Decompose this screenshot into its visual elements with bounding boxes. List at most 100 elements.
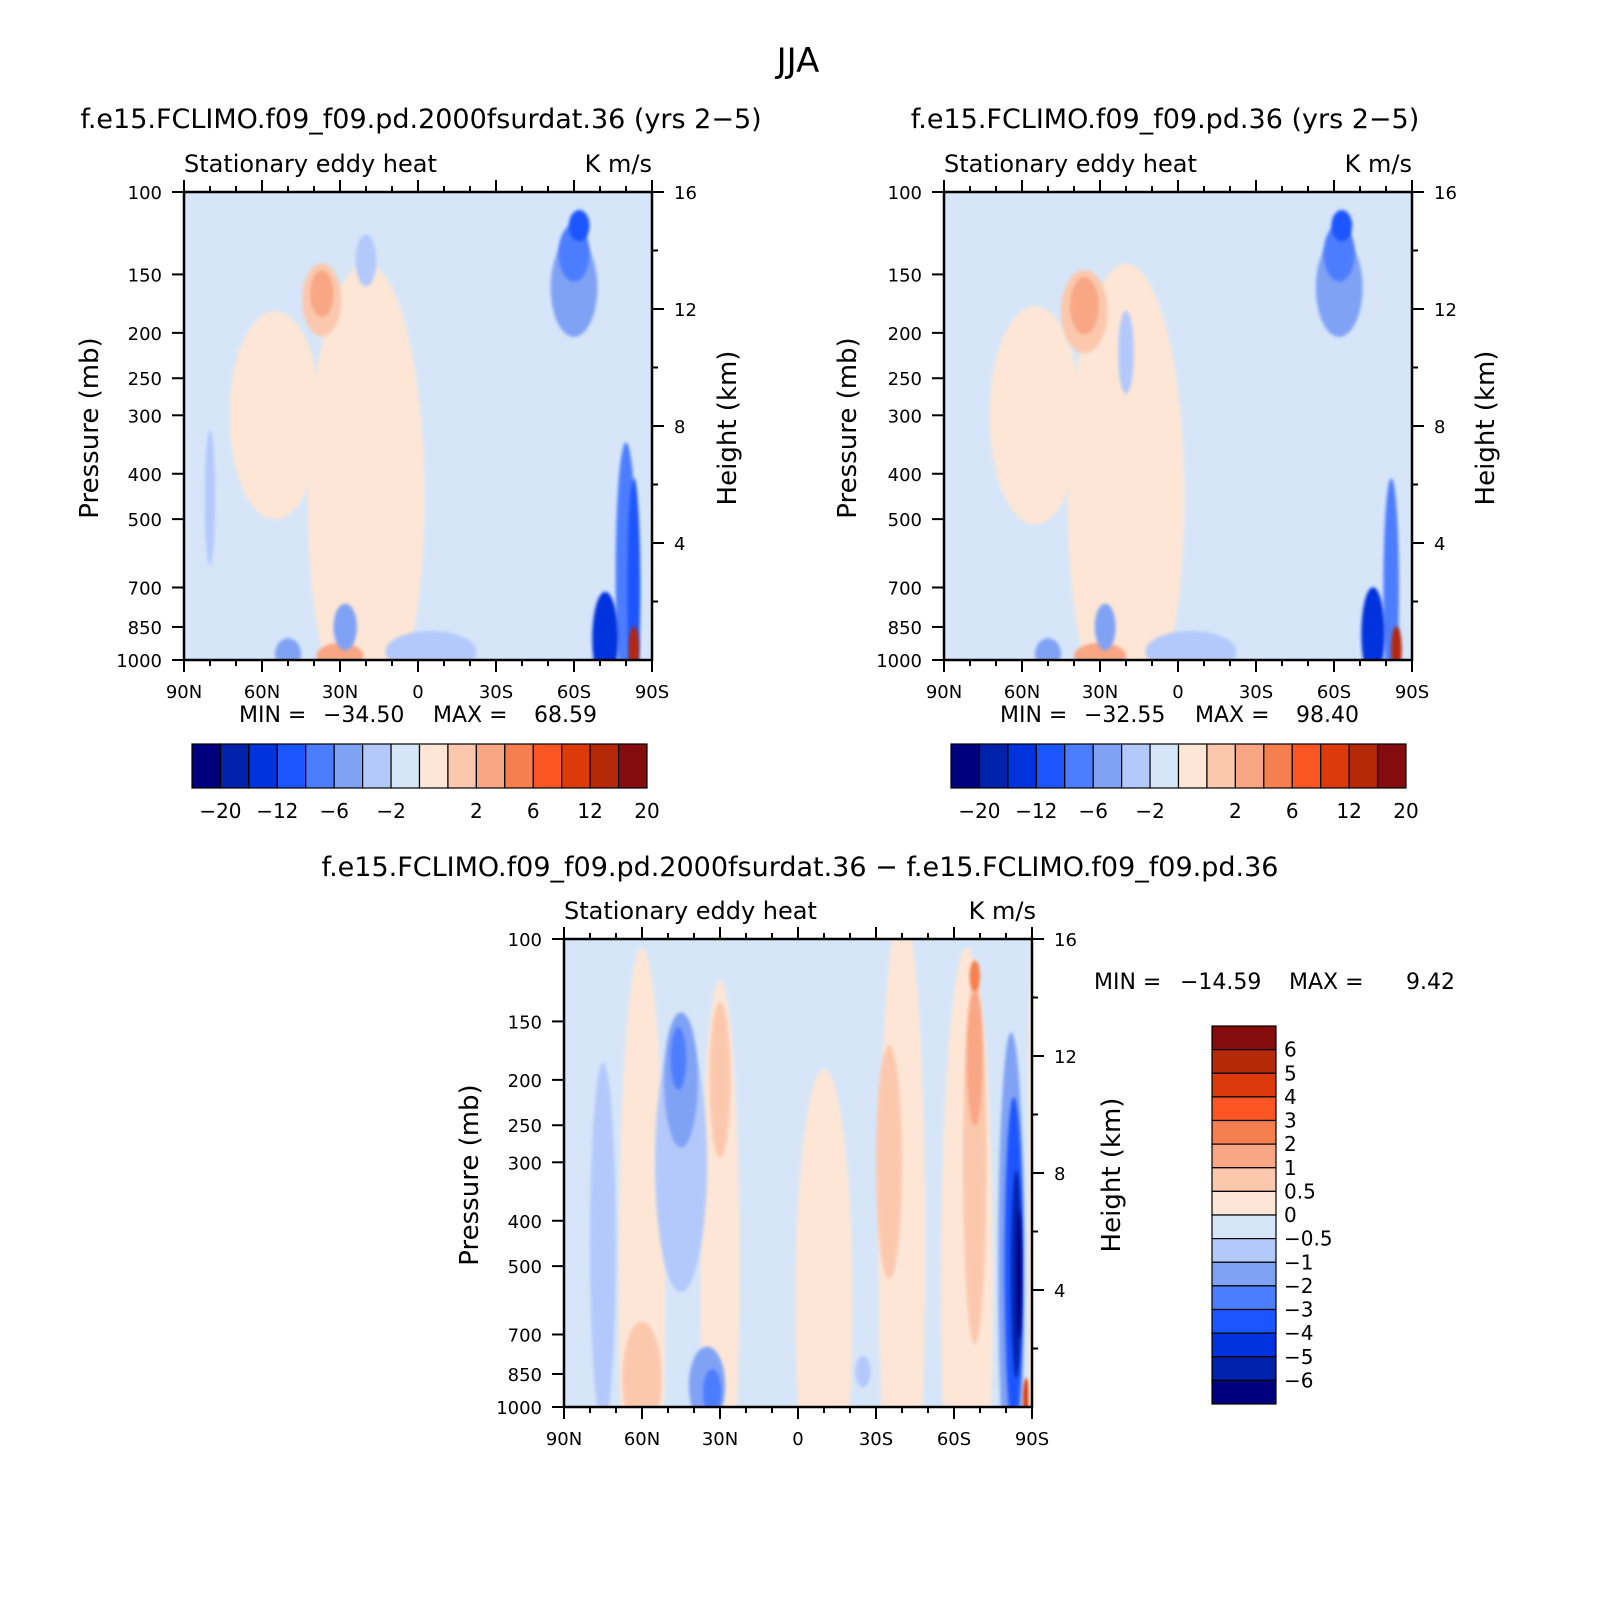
x-tick-label: 30S (1239, 682, 1273, 703)
contour-region (1361, 587, 1385, 660)
variable-label: Stationary eddy heat (564, 897, 817, 925)
y-axis-label: Pressure (mb) (455, 1084, 485, 1265)
y-tick-label: 500 (508, 1257, 542, 1278)
colorbar-label: −12 (256, 799, 298, 823)
y-tick-label: 300 (508, 1153, 542, 1174)
y-tick-label: 200 (128, 324, 162, 345)
colorbar-swatch (1206, 743, 1236, 789)
min-label: MIN = (1094, 970, 1161, 995)
y-tick-label: 700 (128, 579, 162, 600)
colorbar-swatch (1234, 743, 1265, 789)
contour-region (1331, 210, 1353, 242)
x-tick-label: 90N (166, 682, 202, 703)
colorbar-label: −12 (1015, 799, 1057, 823)
y2-axis-label: Height (km) (1471, 351, 1501, 506)
colorbar-swatch (1007, 743, 1037, 789)
contour-fills (590, 939, 1032, 1407)
y2-tick-label: 12 (674, 300, 697, 321)
y-tick-label: 400 (508, 1212, 542, 1233)
colorbar-swatch (1211, 1214, 1277, 1240)
colorbar-swatch (1177, 743, 1208, 789)
contour-region (204, 430, 216, 566)
colorbar-swatch (1376, 743, 1407, 789)
contour-region (316, 642, 364, 660)
colorbar-label: 0 (1284, 1203, 1297, 1227)
colorbar-label: −3 (1284, 1298, 1313, 1322)
colorbar-swatch (447, 743, 477, 789)
y-tick-label: 100 (888, 183, 922, 204)
colorbar-label: −6 (1284, 1368, 1313, 1392)
colorbar-swatch (475, 743, 506, 789)
y-tick-label: 200 (888, 324, 922, 345)
x-tick-label: 60S (1317, 682, 1351, 703)
colorbar-label: −6 (319, 799, 348, 823)
contour-region (1067, 263, 1185, 660)
max-value: 98.40 (1296, 703, 1359, 728)
colorbar-label: −2 (376, 799, 405, 823)
contour-region (184, 200, 256, 660)
y-tick-label: 150 (508, 1012, 542, 1033)
colorbar-label: −5 (1284, 1345, 1313, 1369)
contour-region (333, 603, 357, 651)
contour-region (1118, 310, 1134, 394)
colorbar-label: −20 (958, 799, 1000, 823)
colorbar-swatch (1211, 1025, 1277, 1051)
colorbar-swatch (418, 743, 449, 789)
y-tick-label: 850 (508, 1365, 542, 1386)
colorbar-swatch (1291, 743, 1322, 789)
figure-title: JJA (775, 41, 820, 81)
y-axis-label: Pressure (mb) (75, 337, 105, 518)
colorbar-label: 4 (1284, 1085, 1297, 1109)
colorbar-label: 20 (634, 799, 659, 823)
colorbar-swatch (191, 743, 222, 789)
panel-difference: f.e15.FCLIMO.f09_f09.pd.2000fsurdat.36 −… (322, 852, 1455, 1450)
colorbar-label: 6 (527, 799, 540, 823)
x-tick-label: 60N (624, 1429, 660, 1450)
colorbar-swatch (978, 743, 1009, 789)
min-label: MIN = (1000, 703, 1067, 728)
contour-region (307, 263, 425, 660)
variable-label: Stationary eddy heat (184, 150, 437, 178)
contour-region (989, 306, 1081, 525)
colorbar-swatch (1211, 1261, 1277, 1287)
y-tick-label: 850 (888, 618, 922, 639)
contour-region (568, 210, 590, 242)
y-tick-label: 150 (128, 265, 162, 286)
colorbar-label: 6 (1286, 799, 1299, 823)
x-tick-label: 30S (479, 682, 513, 703)
contour-region (628, 626, 639, 660)
y-tick-label: 1000 (876, 651, 922, 672)
colorbar-label: 0.5 (1284, 1179, 1316, 1203)
colorbar-swatch (1211, 1119, 1277, 1145)
contour-region (1035, 638, 1061, 660)
x-tick-label: 90N (926, 682, 962, 703)
contour-region (1074, 642, 1126, 660)
y2-tick-label: 16 (1054, 930, 1077, 951)
colorbar-swatch (390, 743, 421, 789)
y-axis-label: Pressure (mb) (833, 337, 863, 518)
y-tick-label: 400 (128, 465, 162, 486)
contour-region (229, 311, 321, 520)
colorbar-swatch (1211, 1096, 1277, 1122)
colorbar-swatch (1211, 1285, 1277, 1311)
colorbar-swatch (1211, 1167, 1277, 1192)
units-label: K m/s (1345, 150, 1412, 178)
y-tick-label: 700 (888, 579, 922, 600)
units-label: K m/s (969, 897, 1036, 925)
colorbar-swatch (1064, 743, 1094, 789)
y2-tick-label: 12 (1054, 1047, 1077, 1068)
colorbar-label: 2 (1229, 799, 1242, 823)
colorbar-swatch (589, 743, 620, 789)
panel-case2: f.e15.FCLIMO.f09_f09.pd.36 (yrs 2−5) Sta… (833, 104, 1501, 823)
contour-region (876, 1045, 902, 1280)
contour-region (405, 200, 587, 660)
contour-region (1094, 603, 1116, 651)
x-tick-label: 60N (1004, 682, 1040, 703)
y2-tick-label: 16 (1434, 183, 1457, 204)
y2-axis-label: Height (km) (713, 351, 743, 506)
y-tick-label: 100 (128, 183, 162, 204)
colorbar-swatch (1211, 1332, 1277, 1358)
y-tick-label: 500 (128, 510, 162, 531)
colorbar-swatch (1211, 1308, 1277, 1334)
